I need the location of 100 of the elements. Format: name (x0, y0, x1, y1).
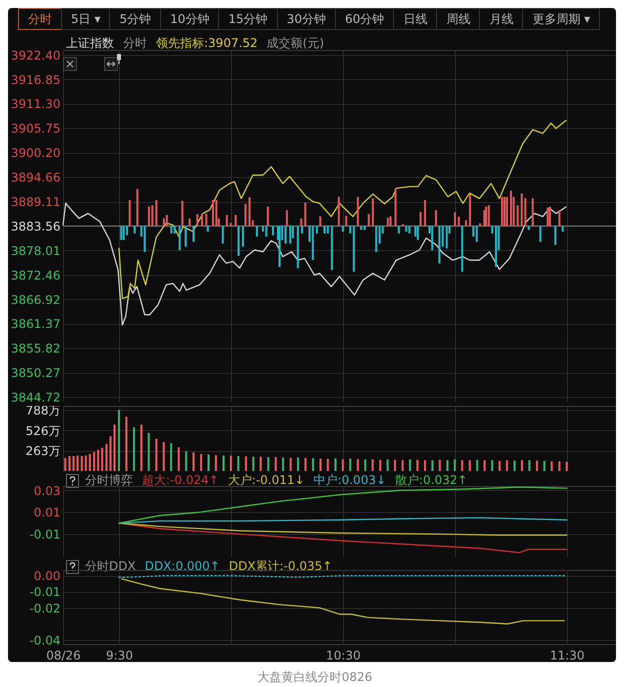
bar (326, 226, 329, 234)
bar (93, 452, 96, 471)
bar (408, 226, 410, 234)
bar (289, 226, 292, 244)
bar (109, 436, 112, 471)
bar (528, 460, 530, 471)
text: 周线 (436, 8, 480, 30)
y-tick-label: 3894.66 (10, 170, 60, 185)
line-series (118, 486, 568, 524)
text: 10分钟 (160, 8, 220, 30)
y-tick-label: -0.02 (29, 601, 60, 616)
bar (356, 459, 359, 471)
y-tick-label: 3872.46 (10, 268, 60, 282)
y-tick-label: 3844.72 (10, 390, 60, 405)
bar (319, 458, 322, 471)
text: 60分钟 (334, 8, 394, 30)
y-tick-label: 526万 (26, 424, 60, 438)
bar (488, 205, 490, 226)
bar (461, 226, 464, 272)
line-series (118, 120, 567, 300)
bar (178, 447, 180, 471)
chart-title: 分时博弈 (85, 473, 133, 488)
y-tick-label: 3916.85 (10, 72, 60, 87)
bar (72, 456, 75, 471)
bar (520, 193, 523, 226)
bar (178, 226, 181, 250)
bar (105, 444, 108, 471)
bar (416, 226, 419, 240)
bar (319, 216, 322, 226)
bar (222, 226, 224, 244)
x-tick-label: 11:30 (550, 648, 585, 662)
text: 5分钟 (109, 8, 162, 30)
bar (349, 458, 352, 471)
bar (528, 226, 530, 230)
bar (155, 438, 158, 471)
text: 5日 ▾ (61, 8, 110, 30)
bar (140, 424, 142, 471)
bar (338, 196, 340, 226)
bar (364, 459, 366, 471)
bar (68, 456, 70, 471)
bar (342, 459, 344, 471)
bar (80, 456, 83, 471)
bar (260, 456, 262, 471)
bar (278, 226, 280, 267)
bar (434, 210, 437, 226)
bar (88, 454, 91, 471)
bar (212, 200, 214, 226)
y-tick-label: 3861.37 (10, 317, 60, 332)
y-tick-label: 3850.27 (10, 366, 60, 380)
bar (201, 214, 204, 226)
bar (454, 459, 456, 471)
text: 15分钟 (218, 8, 278, 30)
bar (510, 190, 512, 226)
bar (550, 461, 553, 471)
line-series (121, 578, 565, 624)
bar (516, 205, 519, 226)
text: 分时 (18, 8, 62, 30)
bar (144, 226, 146, 252)
bar (215, 200, 218, 226)
bar (394, 460, 396, 471)
bar (316, 226, 318, 234)
bar (416, 460, 418, 471)
bar (532, 198, 534, 226)
y-tick-label: 0.00 (34, 569, 60, 584)
bar (514, 460, 516, 471)
bar (461, 460, 464, 471)
y-tick-label: 3866.92 (10, 292, 60, 307)
bar (548, 206, 551, 226)
bar (256, 226, 258, 237)
bar (364, 226, 366, 230)
bar (242, 226, 244, 247)
y-tick-label: -0.04 (29, 633, 60, 648)
bar (185, 451, 188, 471)
text: 30分钟 (276, 8, 336, 30)
bar (414, 226, 416, 237)
bar (431, 460, 434, 471)
bar (390, 216, 392, 226)
bar (118, 410, 120, 471)
bar (238, 226, 240, 256)
bar (360, 226, 362, 230)
bar (192, 452, 195, 471)
bar (151, 205, 154, 226)
bar (562, 226, 564, 232)
bar (196, 214, 198, 226)
bar (128, 200, 131, 226)
bar (405, 226, 408, 232)
bar (409, 459, 412, 471)
bar (170, 226, 172, 234)
y-tick-label: 3855.82 (10, 342, 60, 356)
bar (76, 456, 79, 471)
bar (491, 226, 494, 234)
bar (174, 226, 176, 234)
bar (192, 226, 195, 242)
bar (205, 214, 208, 226)
bar (424, 460, 426, 471)
bar (188, 218, 190, 226)
bar (402, 460, 404, 471)
bar (476, 226, 478, 242)
y-tick-label: 3889.11 (10, 195, 60, 210)
bar (539, 226, 542, 242)
